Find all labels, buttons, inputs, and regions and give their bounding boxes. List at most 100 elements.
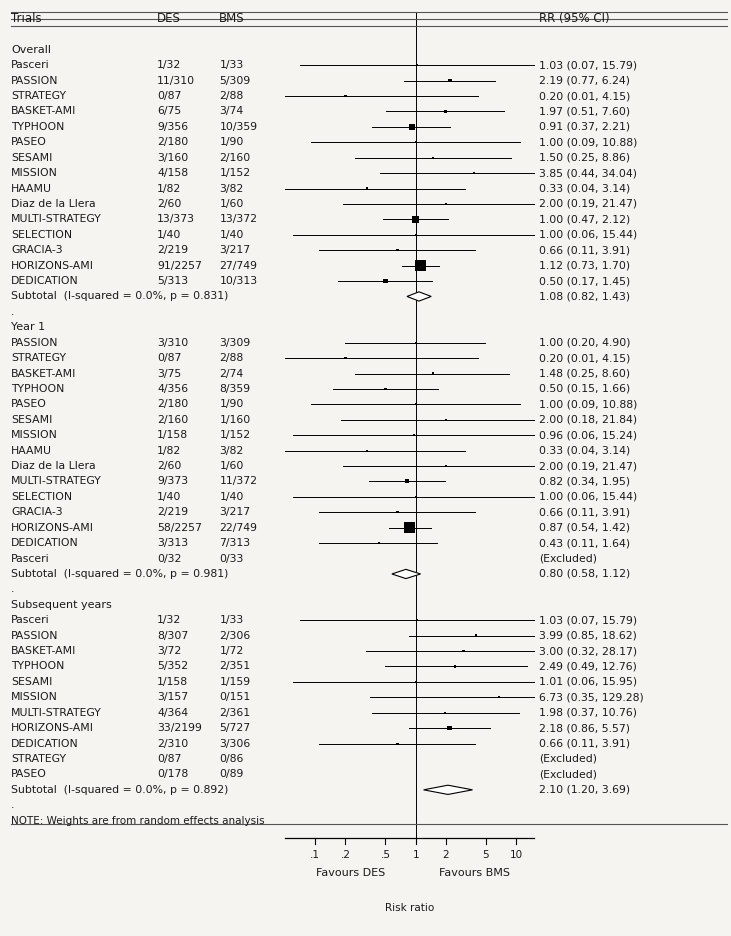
Text: 1/32: 1/32 bbox=[157, 60, 181, 70]
FancyBboxPatch shape bbox=[444, 110, 447, 113]
Text: 1.03 (0.07, 15.79): 1.03 (0.07, 15.79) bbox=[539, 60, 637, 70]
Text: SELECTION: SELECTION bbox=[11, 492, 72, 502]
Text: 2.00 (0.19, 21.47): 2.00 (0.19, 21.47) bbox=[539, 199, 637, 209]
Text: Favours DES: Favours DES bbox=[316, 868, 385, 878]
Text: 3.00 (0.32, 28.17): 3.00 (0.32, 28.17) bbox=[539, 646, 637, 656]
Text: Pasceri: Pasceri bbox=[11, 60, 50, 70]
Text: TYPHOON: TYPHOON bbox=[11, 662, 64, 671]
Text: 8/307: 8/307 bbox=[157, 631, 189, 640]
Text: 2/306: 2/306 bbox=[219, 631, 251, 640]
Text: 9/373: 9/373 bbox=[157, 476, 189, 487]
Text: 10/313: 10/313 bbox=[219, 276, 257, 286]
Text: HAAMU: HAAMU bbox=[11, 446, 52, 456]
Polygon shape bbox=[392, 569, 420, 578]
Text: PASSION: PASSION bbox=[11, 76, 58, 85]
Text: 0.33 (0.04, 3.14): 0.33 (0.04, 3.14) bbox=[539, 183, 631, 194]
Text: STRATEGY: STRATEGY bbox=[11, 91, 66, 101]
Text: 3/75: 3/75 bbox=[157, 369, 181, 378]
Text: 1/152: 1/152 bbox=[219, 168, 251, 178]
Text: 1.97 (0.51, 7.60): 1.97 (0.51, 7.60) bbox=[539, 107, 631, 116]
Text: 10: 10 bbox=[510, 850, 523, 860]
Text: NOTE: Weights are from random effects analysis: NOTE: Weights are from random effects an… bbox=[11, 815, 265, 826]
Text: 9/356: 9/356 bbox=[157, 122, 189, 132]
Text: 22/749: 22/749 bbox=[219, 522, 257, 533]
Text: 1/72: 1/72 bbox=[219, 646, 243, 656]
FancyBboxPatch shape bbox=[454, 665, 456, 667]
Text: 1/40: 1/40 bbox=[219, 229, 243, 240]
Text: 2/60: 2/60 bbox=[157, 461, 181, 471]
Text: 8/359: 8/359 bbox=[219, 384, 251, 394]
FancyBboxPatch shape bbox=[463, 650, 465, 652]
Text: 2/74: 2/74 bbox=[219, 369, 243, 378]
Text: Risk ratio: Risk ratio bbox=[385, 903, 434, 914]
Text: BASKET-AMI: BASKET-AMI bbox=[11, 107, 76, 116]
Text: 0.80 (0.58, 1.12): 0.80 (0.58, 1.12) bbox=[539, 569, 631, 579]
Text: 6.73 (0.35, 129.28): 6.73 (0.35, 129.28) bbox=[539, 693, 644, 702]
Text: 0/86: 0/86 bbox=[219, 754, 243, 764]
Text: 0.66 (0.11, 3.91): 0.66 (0.11, 3.91) bbox=[539, 507, 631, 518]
Text: GRACIA-3: GRACIA-3 bbox=[11, 245, 63, 256]
Text: SELECTION: SELECTION bbox=[11, 229, 72, 240]
Text: 0.66 (0.11, 3.91): 0.66 (0.11, 3.91) bbox=[539, 245, 631, 256]
Text: Favours BMS: Favours BMS bbox=[439, 868, 510, 878]
Text: 13/372: 13/372 bbox=[219, 214, 257, 225]
Text: 3/217: 3/217 bbox=[219, 507, 251, 518]
Text: 0/89: 0/89 bbox=[219, 769, 243, 780]
FancyBboxPatch shape bbox=[414, 141, 417, 143]
FancyBboxPatch shape bbox=[344, 95, 346, 97]
FancyBboxPatch shape bbox=[385, 388, 387, 390]
Text: PASEO: PASEO bbox=[11, 769, 47, 780]
Text: 1.08 (0.82, 1.43): 1.08 (0.82, 1.43) bbox=[539, 291, 631, 301]
Text: 1/33: 1/33 bbox=[219, 60, 243, 70]
Text: 3/160: 3/160 bbox=[157, 153, 189, 163]
Text: 11/372: 11/372 bbox=[219, 476, 257, 487]
Text: Diaz de la Llera: Diaz de la Llera bbox=[11, 461, 96, 471]
Text: BASKET-AMI: BASKET-AMI bbox=[11, 369, 76, 378]
FancyBboxPatch shape bbox=[415, 680, 417, 683]
Text: PASEO: PASEO bbox=[11, 138, 47, 147]
Text: 2.18 (0.86, 5.57): 2.18 (0.86, 5.57) bbox=[539, 724, 630, 733]
Text: 3/217: 3/217 bbox=[219, 245, 251, 256]
Text: 2/88: 2/88 bbox=[219, 353, 243, 363]
Text: .5: .5 bbox=[380, 850, 390, 860]
Text: 3/74: 3/74 bbox=[219, 107, 243, 116]
FancyBboxPatch shape bbox=[448, 79, 452, 82]
Text: 91/2257: 91/2257 bbox=[157, 260, 202, 271]
Text: 5/309: 5/309 bbox=[219, 76, 251, 85]
Text: .: . bbox=[11, 584, 15, 594]
Text: HORIZONS-AMI: HORIZONS-AMI bbox=[11, 522, 94, 533]
Text: PASSION: PASSION bbox=[11, 338, 58, 347]
FancyBboxPatch shape bbox=[404, 522, 415, 534]
Text: 1/160: 1/160 bbox=[219, 415, 251, 425]
Text: Subtotal  (I-squared = 0.0%, p = 0.831): Subtotal (I-squared = 0.0%, p = 0.831) bbox=[11, 291, 228, 301]
FancyBboxPatch shape bbox=[414, 260, 426, 271]
Text: 0.43 (0.11, 1.64): 0.43 (0.11, 1.64) bbox=[539, 538, 631, 548]
Text: 4/356: 4/356 bbox=[157, 384, 189, 394]
Text: 2/180: 2/180 bbox=[157, 400, 189, 409]
Text: 2/88: 2/88 bbox=[219, 91, 243, 101]
Text: Trials: Trials bbox=[11, 12, 42, 25]
Text: TYPHOON: TYPHOON bbox=[11, 122, 64, 132]
Text: 0.20 (0.01, 4.15): 0.20 (0.01, 4.15) bbox=[539, 91, 631, 101]
Text: 1.00 (0.06, 15.44): 1.00 (0.06, 15.44) bbox=[539, 492, 637, 502]
Text: 3/82: 3/82 bbox=[219, 183, 243, 194]
Text: RR (95% CI): RR (95% CI) bbox=[539, 12, 610, 25]
Text: 0.96 (0.06, 15.24): 0.96 (0.06, 15.24) bbox=[539, 431, 637, 440]
Text: 5: 5 bbox=[482, 850, 489, 860]
Text: 1/158: 1/158 bbox=[157, 431, 189, 440]
Text: 2/180: 2/180 bbox=[157, 138, 189, 147]
FancyBboxPatch shape bbox=[396, 249, 398, 251]
Text: 4/364: 4/364 bbox=[157, 708, 189, 718]
Text: Overall: Overall bbox=[11, 45, 51, 55]
Text: 1/159: 1/159 bbox=[219, 677, 251, 687]
Text: MULTI-STRATEGY: MULTI-STRATEGY bbox=[11, 214, 102, 225]
Text: PASSION: PASSION bbox=[11, 631, 58, 640]
FancyBboxPatch shape bbox=[416, 620, 418, 622]
Text: SESAMI: SESAMI bbox=[11, 677, 53, 687]
Text: 3.99 (0.85, 18.62): 3.99 (0.85, 18.62) bbox=[539, 631, 637, 640]
Text: MISSION: MISSION bbox=[11, 431, 58, 440]
FancyBboxPatch shape bbox=[366, 449, 368, 452]
Text: 2.19 (0.77, 6.24): 2.19 (0.77, 6.24) bbox=[539, 76, 630, 85]
FancyBboxPatch shape bbox=[405, 479, 409, 484]
Text: 5/727: 5/727 bbox=[219, 724, 251, 733]
